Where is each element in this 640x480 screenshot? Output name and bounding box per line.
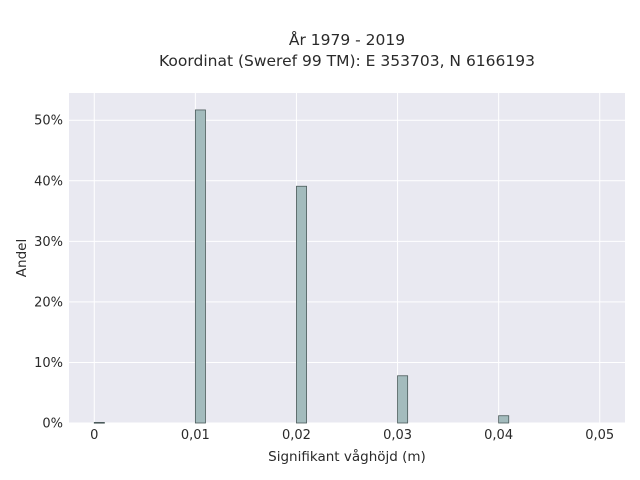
y-tick-label: 40% — [34, 174, 63, 189]
x-tick-labels: 0 0,01 0,02 0,03 0,04 0,05 — [90, 428, 614, 443]
histogram-bar — [93, 421, 105, 424]
y-axis-label: Andel — [14, 239, 30, 277]
y-tick-label: 30% — [34, 235, 63, 250]
histogram-bar — [194, 109, 206, 424]
plot-area — [69, 93, 625, 423]
histogram-bar — [498, 415, 510, 424]
y-tick-labels: 0% 10% 20% 30% 40% 50% — [34, 114, 63, 432]
x-tick-label: 0,03 — [383, 428, 412, 443]
y-tick-label: 20% — [34, 295, 63, 310]
grid-lines — [69, 93, 625, 424]
histogram-bar — [296, 185, 307, 424]
bars — [93, 109, 510, 424]
y-tick-label: 50% — [34, 114, 63, 129]
y-tick-label: 10% — [34, 356, 63, 371]
chart-title-line2: Koordinat (Sweref 99 TM): E 353703, N 61… — [159, 52, 535, 70]
x-tick-label: 0,02 — [282, 428, 311, 443]
histogram-bar — [397, 375, 409, 424]
chart-title-line1: År 1979 - 2019 — [289, 30, 405, 49]
y-tick-label: 0% — [42, 417, 63, 432]
x-tick-label: 0 — [90, 428, 98, 443]
x-tick-label: 0,05 — [585, 428, 614, 443]
x-tick-label: 0,01 — [181, 428, 210, 443]
x-tick-label: 0,04 — [484, 428, 513, 443]
x-axis-label: Signifikant våghöjd (m) — [268, 448, 426, 465]
